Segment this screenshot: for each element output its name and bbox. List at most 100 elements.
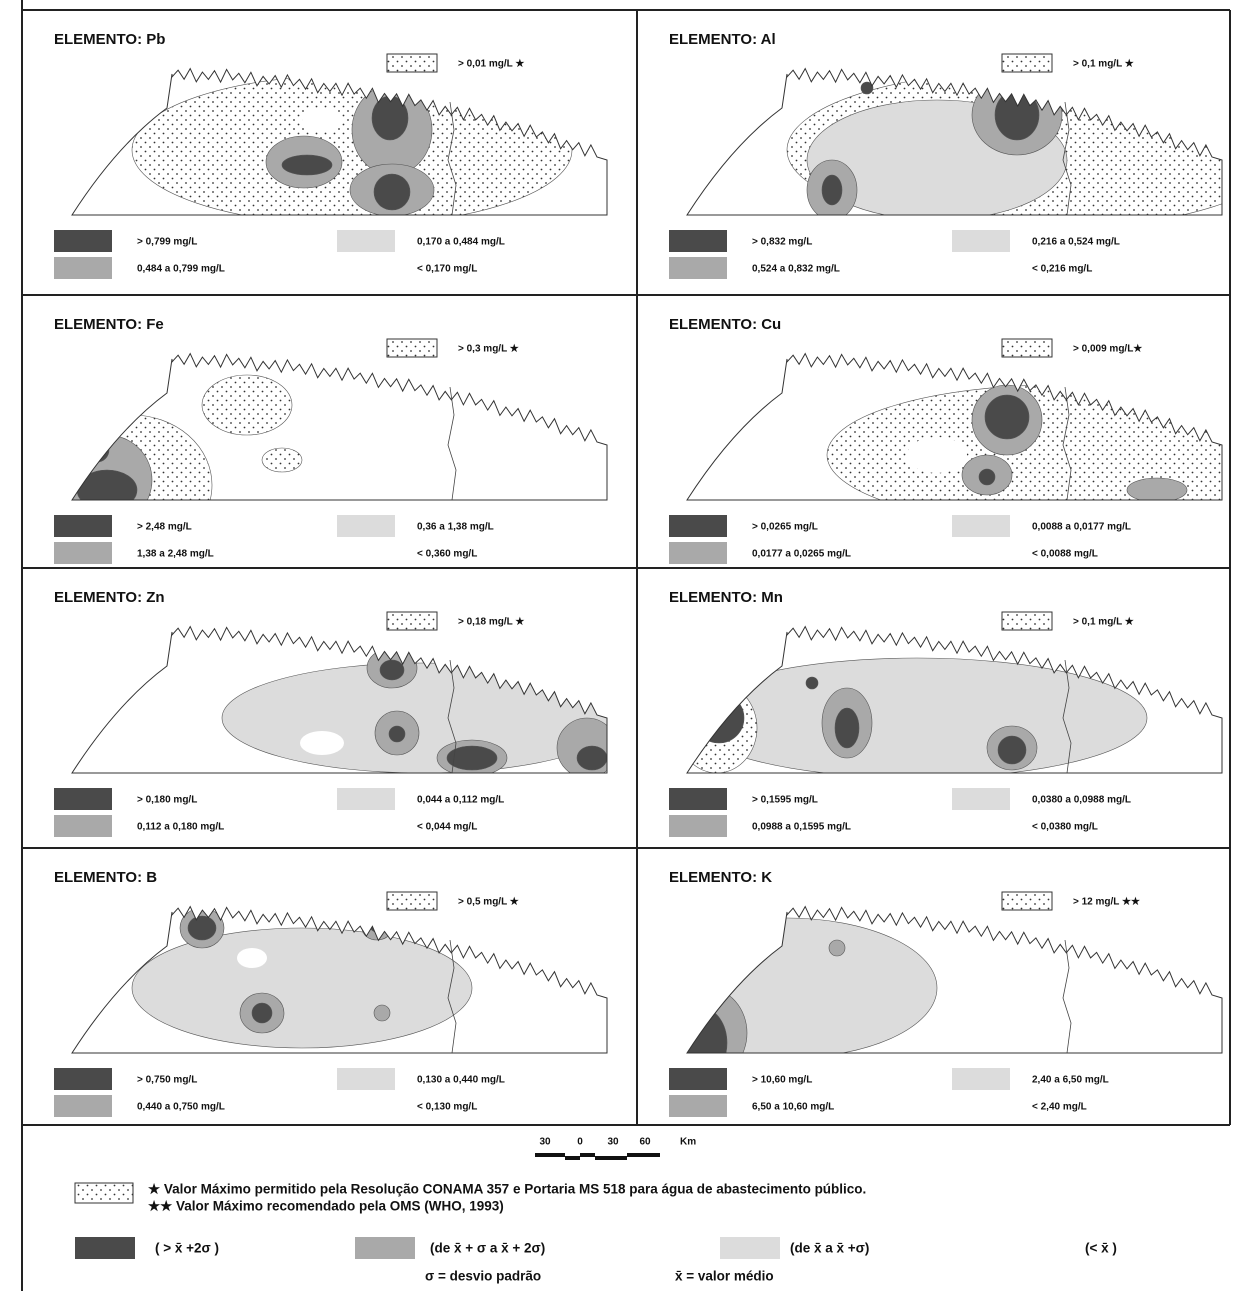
legend-swatch [669, 230, 727, 252]
panel-title: ELEMENTO: B [54, 869, 157, 886]
legend-swatch [337, 1068, 395, 1090]
limit-label: > 0,1 mg/L ★ [1073, 59, 1134, 70]
panel: ELEMENTO: Al > 0,1 mg/L ★ > 0,832 mg/L 0,52… [669, 31, 1235, 279]
legend-label: > 0,799 mg/L [137, 237, 197, 248]
concentration-zone [77, 470, 137, 510]
class-label: (< x̄ ) [1085, 1241, 1117, 1256]
concentration-zone [835, 708, 859, 748]
class-label: (de x̄ a x̄ +σ) [790, 1241, 869, 1256]
limit-swatch [1002, 612, 1052, 630]
concentration-zone [577, 746, 607, 770]
legend-swatch [669, 257, 727, 279]
concentration-zone [252, 1003, 272, 1023]
limit-label: > 0,5 mg/L ★ [458, 897, 519, 908]
definition: σ = desvio padrão [425, 1269, 541, 1284]
legend-swatch [54, 815, 112, 837]
legend-swatch [669, 815, 727, 837]
concentration-zone [1127, 478, 1187, 502]
class-swatch [720, 1237, 780, 1259]
limit-label: > 0,3 mg/L ★ [458, 344, 519, 355]
scale-label: Km [680, 1137, 696, 1148]
legend-label: 1,38 a 2,48 mg/L [137, 549, 214, 560]
scale-label: 0 [577, 1137, 583, 1148]
limit-swatch [387, 54, 437, 72]
concentration-zone [995, 90, 1039, 140]
legend-label: > 2,48 mg/L [137, 522, 192, 533]
legend-label: > 0,832 mg/L [752, 237, 812, 248]
legend-swatch [669, 1068, 727, 1090]
legend-swatch [54, 788, 112, 810]
panel: ELEMENTO: Pb > 0,01 mg/L ★ > 0,799 mg/L 0,4… [54, 31, 607, 279]
legend-label: 0,440 a 0,750 mg/L [137, 1102, 225, 1113]
legend-swatch [952, 515, 1010, 537]
limit-swatch [387, 892, 437, 910]
map [677, 627, 1222, 778]
legend-swatch [54, 257, 112, 279]
footer: 3003060Km★ Valor Máximo permitido pela R… [75, 1137, 1117, 1284]
concentration-zone [447, 746, 497, 770]
concentration-zone [806, 677, 818, 689]
concentration-zone [237, 948, 267, 968]
legend-label: 0,484 a 0,799 mg/L [137, 264, 225, 275]
concentration-zone [822, 175, 842, 205]
legend-label: 0,112 a 0,180 mg/L [137, 822, 224, 833]
legend-swatch [669, 542, 727, 564]
legend-swatch [54, 515, 112, 537]
legend-label: > 0,750 mg/L [137, 1075, 197, 1086]
concentration-zone [979, 469, 995, 485]
panel-title: ELEMENTO: Pb [54, 31, 165, 48]
legend-swatch [54, 230, 112, 252]
limit-label: > 0,01 mg/L ★ [458, 59, 524, 70]
concentration-zone [374, 174, 410, 210]
class-swatch [75, 1237, 135, 1259]
limit-label: > 0,18 mg/L ★ [458, 617, 524, 628]
scale-segment [565, 1156, 580, 1160]
panel-title: ELEMENTO: Al [669, 31, 776, 48]
scale-segment [535, 1153, 565, 1157]
map [637, 907, 1222, 1078]
map [72, 907, 607, 1053]
legend-label: 0,0988 a 0,1595 mg/L [752, 822, 851, 833]
panel: ELEMENTO: Mn> 0,1 mg/L ★> 0,1595 mg/L0,0… [669, 589, 1222, 837]
legend-swatch [337, 230, 395, 252]
concentration-zone [300, 731, 344, 755]
concentration-zone [374, 1005, 390, 1021]
legend-label: 6,50 a 10,60 mg/L [752, 1102, 834, 1113]
concentration-zone [132, 75, 572, 225]
legend-swatch [952, 788, 1010, 810]
concentration-zone [677, 683, 757, 773]
map [52, 354, 607, 555]
legend-label: 0,524 a 0,832 mg/L [752, 264, 840, 275]
panel-title: ELEMENTO: Mn [669, 589, 783, 606]
map [687, 354, 1235, 525]
legend-label: < 0,0380 mg/L [1032, 822, 1098, 833]
legend-label: 0,36 a 1,38 mg/L [417, 522, 494, 533]
concentration-zone [282, 155, 332, 175]
legend-swatch [54, 1095, 112, 1117]
definition: x̄ = valor médio [675, 1269, 774, 1284]
panel: ELEMENTO: Fe> 0,3 mg/L ★> 2,48 mg/L1,38 … [52, 316, 607, 564]
legend-label: < 0,360 mg/L [417, 549, 477, 560]
scale-label: 30 [539, 1137, 551, 1148]
legend-label: < 0,170 mg/L [417, 264, 477, 275]
map-zones [637, 918, 937, 1078]
legend-label: < 0,0088 mg/L [1032, 549, 1098, 560]
panel: ELEMENTO: Zn> 0,18 mg/L ★> 0,180 mg/L0,1… [54, 589, 622, 837]
map-zones [132, 908, 472, 1048]
concentration-zone [380, 660, 404, 680]
scale-segment [627, 1153, 660, 1157]
legend-label: 0,170 a 0,484 mg/L [417, 237, 505, 248]
legend-swatch [54, 1068, 112, 1090]
concentration-zone [188, 916, 216, 940]
panel: ELEMENTO: K> 12 mg/L ★★> 10,60 mg/L6,50 … [637, 869, 1222, 1117]
legend-label: 2,40 a 6,50 mg/L [1032, 1075, 1109, 1086]
concentration-zone [907, 437, 967, 473]
class-swatch [355, 1237, 415, 1259]
scale-label: 30 [607, 1137, 619, 1148]
panel-title: ELEMENTO: Zn [54, 589, 165, 606]
scale-segment [595, 1156, 627, 1160]
legend-swatch [337, 788, 395, 810]
legend-label: < 2,40 mg/L [1032, 1102, 1087, 1113]
figure: ELEMENTO: Pb > 0,01 mg/L ★ > 0,799 mg/L 0,4… [0, 0, 1235, 1291]
legend-label: > 10,60 mg/L [752, 1075, 812, 1086]
